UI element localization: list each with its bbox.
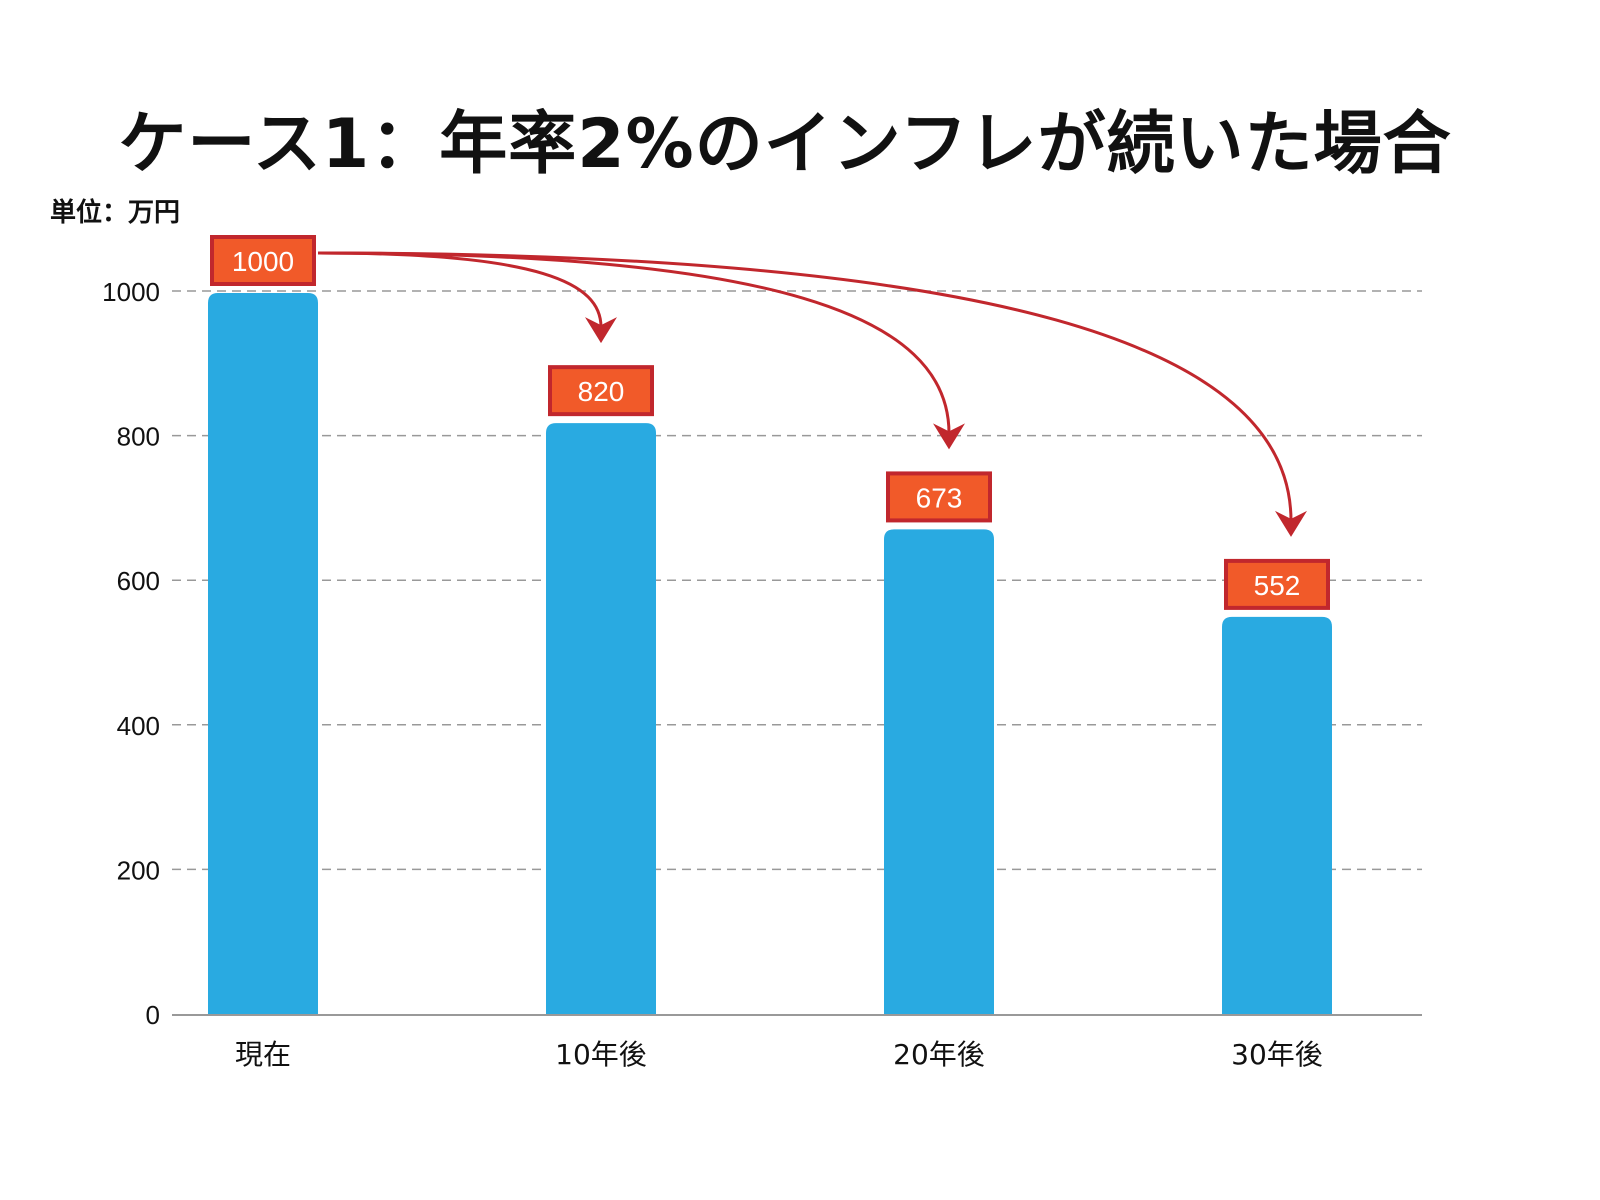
y-tick-label: 1000 xyxy=(102,277,160,307)
arrow-line xyxy=(317,251,1293,521)
data-label-box xyxy=(886,471,992,523)
y-tick-label: 400 xyxy=(117,711,160,741)
data-label-box xyxy=(548,365,654,417)
x-category-label: 現在 xyxy=(235,1038,291,1071)
bar xyxy=(546,423,656,1014)
arrowhead-icon xyxy=(1275,510,1307,537)
bar xyxy=(884,529,994,1014)
y-axis-unit-label: 単位：万円 xyxy=(50,198,181,228)
arrowhead-icon xyxy=(585,317,617,344)
data-label-box xyxy=(1224,558,1330,610)
data-label-box xyxy=(210,235,316,286)
x-category-label: 10年後 xyxy=(555,1038,647,1071)
bar xyxy=(208,293,318,1014)
y-tick-label: 800 xyxy=(117,422,160,452)
y-tick-label: 0 xyxy=(146,1000,160,1030)
chart-title: ケース1：年率2%のインフレが続いた場合 xyxy=(118,105,1452,184)
data-label: 552 xyxy=(1254,570,1301,601)
bar xyxy=(1222,616,1332,1014)
x-category-label: 20年後 xyxy=(893,1038,985,1071)
y-tick-label: 600 xyxy=(117,566,160,596)
data-label: 1000 xyxy=(232,246,294,277)
x-category-label: 30年後 xyxy=(1231,1038,1323,1071)
arrow-line xyxy=(317,251,603,328)
arrowhead-icon xyxy=(933,423,965,450)
data-label: 673 xyxy=(916,482,963,513)
y-tick-label: 200 xyxy=(117,855,160,885)
data-label: 820 xyxy=(578,376,625,407)
